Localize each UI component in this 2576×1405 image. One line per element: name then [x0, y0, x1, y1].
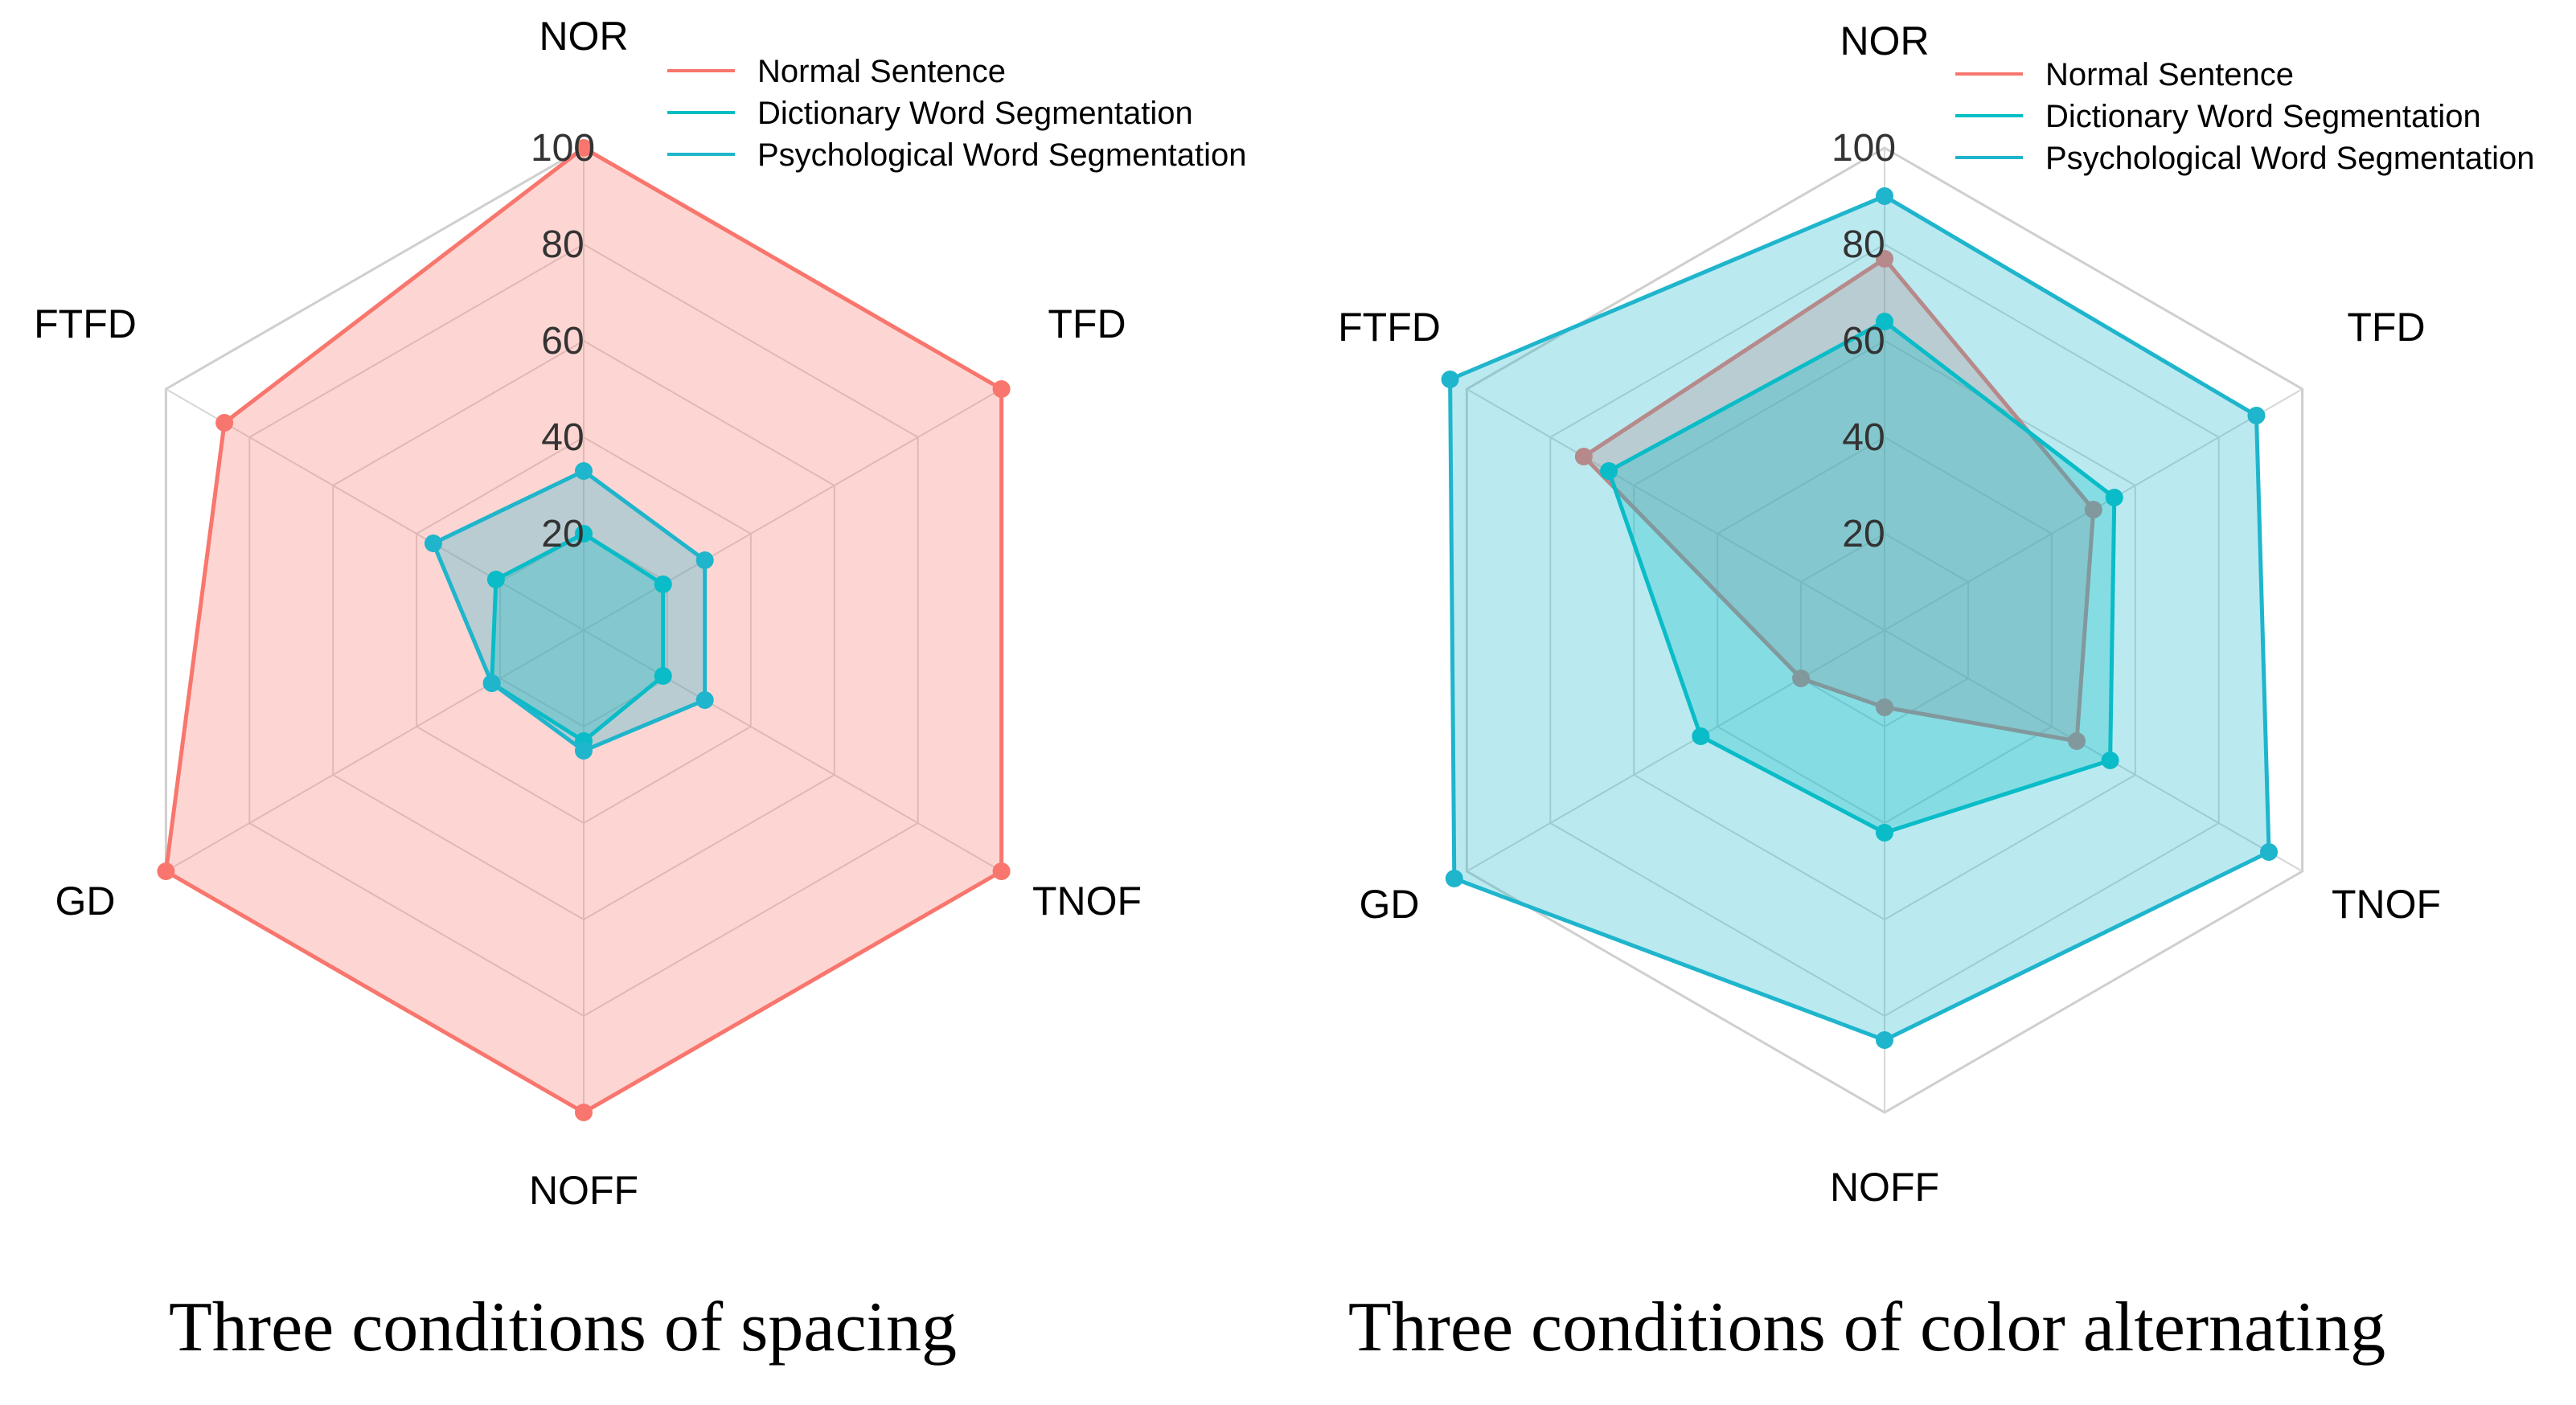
data-point-noff — [1876, 824, 1893, 842]
axis-label-noff: NOFF — [529, 1168, 638, 1213]
tick-label: 100 — [531, 127, 595, 170]
data-point-ftfd — [486, 571, 505, 588]
series-normal-sentence — [157, 139, 1011, 1121]
data-point-noff — [575, 1104, 593, 1121]
axis-label-ftfd: FTFD — [34, 301, 137, 346]
axis-label-noff: NOFF — [1830, 1165, 1939, 1210]
chart-caption: Three conditions of color alternating — [1348, 1288, 2385, 1366]
grid-spoke — [583, 388, 1003, 631]
data-point-tfd — [992, 380, 1011, 398]
tick-label: 20 — [1842, 513, 1885, 555]
axis-label-gd: GD — [1360, 882, 1420, 927]
tick-label: 80 — [1842, 223, 1885, 266]
data-point-tnof — [2101, 752, 2119, 769]
series-area — [1609, 322, 2115, 833]
data-point-tfd — [2084, 501, 2102, 518]
data-point-nor — [575, 139, 593, 157]
data-point-noff — [1876, 1031, 1893, 1049]
data-point-tnof — [2068, 732, 2086, 750]
data-point-tnof — [992, 862, 1011, 880]
data-point-ftfd — [1600, 462, 1618, 480]
series-area — [433, 471, 705, 751]
grid-spoke — [1466, 629, 1885, 872]
series-dictionary-word-segmentation — [1600, 313, 2123, 842]
legend-entry-dictionary-word-segmentation: Dictionary Word Segmentation — [757, 96, 1193, 131]
data-point-gd — [1445, 870, 1463, 887]
radial-tick-labels: 20 40 60 80 100 — [1832, 127, 1896, 555]
data-point-ftfd — [215, 414, 234, 432]
data-point-ftfd — [424, 535, 442, 552]
series-psychological-word-segmentation — [1441, 187, 2279, 1049]
axis-label-gd: GD — [55, 879, 116, 924]
series-psychological-word-segmentation — [424, 462, 714, 760]
data-point-noff — [575, 742, 593, 760]
data-point-tnof — [2260, 843, 2279, 861]
radar-chart-spacing: 20 40 60 80 100 NOR TFD TNOF NOFF GD FTFD Normal Se… — [34, 14, 1246, 1366]
tick-label: 100 — [1832, 127, 1896, 170]
data-point-gd — [157, 862, 175, 880]
series-area — [1450, 196, 2270, 1040]
tick-label: 60 — [1842, 320, 1885, 363]
data-point-gd — [1692, 727, 1710, 745]
axis-label-tnof: TNOF — [2332, 882, 2441, 927]
data-point-tfd — [2247, 407, 2266, 424]
radar-grid — [1465, 146, 2304, 1114]
axis-label-tfd: TFD — [2347, 305, 2425, 350]
data-point-nor — [575, 525, 593, 543]
tick-label: 40 — [1842, 416, 1885, 459]
data-point-tnof — [654, 667, 672, 685]
radial-tick-labels: 20 40 60 80 100 — [531, 127, 595, 555]
legend-entry-psychological-word-segmentation: Psychological Word Segmentation — [757, 137, 1246, 173]
grid-spoke — [165, 629, 585, 872]
data-point-tfd — [2105, 489, 2123, 506]
tick-label: 40 — [541, 416, 584, 459]
tick-label: 20 — [541, 513, 584, 555]
legend-entry-normal-sentence: Normal Sentence — [2045, 57, 2294, 92]
axis-label-nor: NOR — [539, 14, 628, 59]
data-point-noff — [1876, 698, 1893, 716]
grid-spoke — [1466, 388, 1885, 631]
data-point-tfd — [654, 576, 672, 593]
legend-entry-psychological-word-segmentation: Psychological Word Segmentation — [2045, 141, 2534, 176]
axis-label-nor: NOR — [1840, 18, 1929, 63]
tick-label: 80 — [541, 223, 584, 266]
data-point-nor — [1876, 250, 1893, 268]
chart-caption: Three conditions of spacing — [169, 1288, 957, 1366]
grid-spoke — [165, 388, 585, 631]
legend-entry-normal-sentence: Normal Sentence — [757, 54, 1006, 89]
axis-label-ftfd: FTFD — [1338, 305, 1441, 350]
axis-label-tfd: TFD — [1048, 301, 1126, 346]
data-point-ftfd — [1574, 448, 1593, 465]
radar-chart-color-alternating: 20 40 60 80 100 NOR TFD TNOF NOFF GD FTFD Normal Se… — [1338, 18, 2534, 1366]
grid-spoke — [583, 629, 1003, 872]
axis-labels: NOR TFD TNOF NOFF GD FTFD — [34, 14, 1142, 1213]
data-point-tnof — [695, 691, 714, 709]
legend-entry-dictionary-word-segmentation: Dictionary Word Segmentation — [2045, 99, 2481, 134]
legend: Normal Sentence Dictionary Word Segmentat… — [667, 54, 1246, 173]
series-normal-sentence — [1574, 250, 2102, 750]
data-point-nor — [575, 462, 593, 480]
grid-spoke — [1884, 629, 2303, 872]
tick-label: 60 — [541, 320, 584, 363]
data-point-nor — [1876, 313, 1893, 330]
series-area — [166, 148, 1002, 1112]
series-area — [491, 534, 663, 741]
data-point-gd — [482, 674, 501, 692]
data-point-gd — [1792, 670, 1811, 687]
data-point-ftfd — [1441, 371, 1459, 388]
legend: Normal Sentence Dictionary Word Segmentat… — [1955, 57, 2534, 176]
series-dictionary-word-segmentation — [482, 525, 672, 750]
data-point-tfd — [695, 551, 714, 569]
data-point-nor — [1876, 187, 1893, 205]
axis-label-tnof: TNOF — [1032, 879, 1142, 924]
axis-labels: NOR TFD TNOF NOFF GD FTFD — [1338, 18, 2441, 1210]
series-area — [1583, 259, 2094, 741]
